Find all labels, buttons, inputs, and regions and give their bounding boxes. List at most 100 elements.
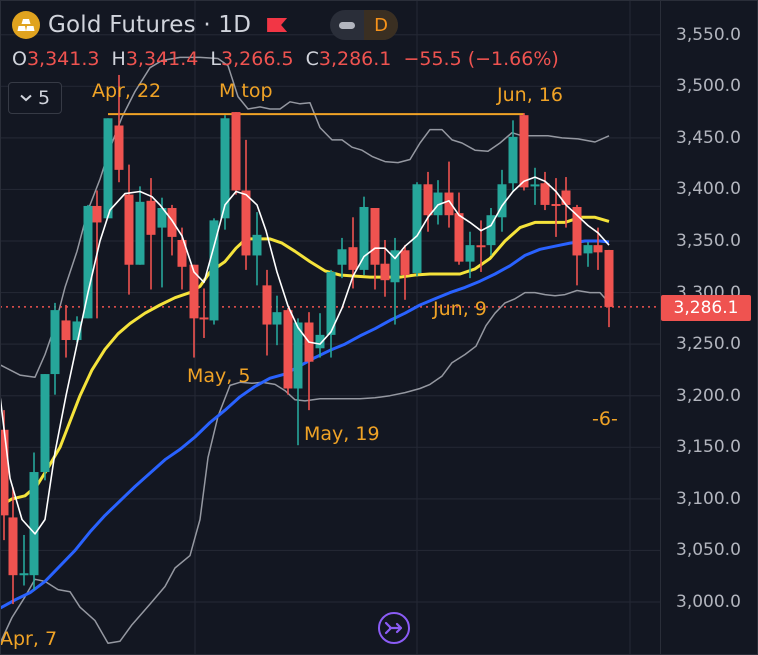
candle-body: [519, 115, 529, 188]
candle-body: [189, 264, 199, 319]
candle-body: [293, 322, 303, 389]
indicators-count: 5: [37, 87, 51, 109]
candle-body: [209, 220, 219, 321]
candle-body: [167, 208, 177, 237]
candle-body: [146, 200, 156, 235]
price-axis[interactable]: [660, 0, 758, 655]
candle-body: [0, 429, 9, 516]
red-flag-icon[interactable]: [267, 18, 288, 32]
candle-body: [583, 245, 593, 254]
candle-body: [50, 310, 60, 375]
candle-body: [593, 245, 603, 253]
price-tick-label: 3,250.0: [676, 334, 741, 355]
candle-body: [486, 215, 496, 246]
low-value: 3,266.5: [221, 48, 294, 70]
price-tick-label: 3,400.0: [676, 179, 741, 200]
chart-annotation-label[interactable]: May, 19: [304, 423, 380, 445]
price-tick-label: 3,200.0: [676, 385, 741, 406]
minus-icon: [330, 10, 364, 40]
candle-body: [83, 205, 93, 319]
candle-body: [177, 239, 187, 267]
delayed-data-badge: D: [364, 10, 398, 40]
replay-button[interactable]: [378, 612, 410, 644]
ma-mid-line: [0, 215, 610, 508]
market-status-pill[interactable]: D: [330, 10, 398, 40]
candle-body: [604, 249, 614, 307]
chevron-down-icon: [20, 94, 32, 102]
price-tick-label: 3,550.0: [676, 24, 741, 45]
candle-body: [444, 192, 454, 216]
candle-body: [61, 320, 71, 341]
price-tick-label: 3,100.0: [676, 488, 741, 509]
ma-slow-line: [0, 239, 610, 610]
candle-body: [72, 321, 82, 341]
chart-annotation-label[interactable]: M top: [219, 80, 273, 102]
candle-body: [572, 206, 582, 256]
open-label: O: [12, 48, 27, 70]
ma-fast-line: [0, 176, 610, 535]
candle-body: [433, 192, 443, 216]
chart-annotation-label[interactable]: Apr, 22: [92, 80, 162, 102]
chart-annotation-label[interactable]: Jun, 9: [433, 298, 487, 320]
change-value: −55.5 (−1.66%): [403, 48, 559, 70]
high-value: 3,341.4: [125, 48, 199, 70]
candle-body: [103, 118, 113, 219]
candle-body: [252, 234, 262, 256]
candle-body: [220, 118, 230, 219]
indicators-toggle-button[interactable]: 5: [8, 82, 62, 114]
chart-annotation-label[interactable]: Apr, 7: [0, 628, 58, 650]
candle-body: [135, 201, 145, 265]
chart-header: Gold Futures · 1D: [12, 10, 288, 40]
candle-body: [262, 285, 272, 325]
price-tick-label: 3,500.0: [676, 76, 741, 97]
candle-body: [241, 190, 251, 256]
price-tick-label: 3,450.0: [676, 127, 741, 148]
open-value: 3,341.3: [26, 48, 100, 70]
candle-body: [540, 183, 550, 205]
candle-body: [508, 136, 518, 184]
candle-body: [390, 250, 400, 283]
candle-body: [359, 206, 369, 270]
candle-body: [29, 472, 39, 576]
candle-body: [380, 263, 390, 281]
candle-body: [231, 112, 241, 191]
candle-body: [454, 213, 464, 262]
chart-annotation-label[interactable]: May, 5: [187, 365, 251, 387]
candle-body: [551, 204, 561, 207]
chart-annotation-label[interactable]: -6-: [592, 408, 618, 430]
price-tick-label: 3,150.0: [676, 437, 741, 458]
candle-body: [412, 184, 422, 273]
gold-bars-icon: [12, 11, 40, 39]
candle-body: [337, 249, 347, 265]
low-label: L: [210, 48, 222, 70]
candle-body: [283, 310, 293, 389]
candle-body: [114, 125, 124, 170]
candle-body: [561, 190, 571, 205]
symbol-title[interactable]: Gold Futures · 1D: [48, 12, 252, 38]
candle-body: [423, 184, 433, 216]
candle-body: [272, 312, 282, 325]
price-tick-label: 3,000.0: [676, 592, 741, 612]
bollinger-band-line: [0, 56, 610, 378]
candle-body: [92, 205, 102, 223]
close-label: C: [305, 48, 319, 70]
price-chart[interactable]: [0, 0, 660, 655]
price-tick-label: 3,350.0: [676, 231, 741, 251]
candle-body: [124, 194, 134, 265]
candle-body: [530, 184, 540, 187]
bollinger-band-line: [0, 289, 610, 645]
candle-body: [497, 184, 507, 218]
ohlc-legend: O3,341.3 H3,341.4 L3,266.5 C3,286.1 −55.…: [12, 48, 559, 70]
candle-body: [465, 245, 475, 262]
close-value: 3,286.1: [318, 48, 392, 70]
high-label: H: [111, 48, 126, 70]
candle-body: [157, 208, 167, 228]
candle-body: [315, 334, 325, 349]
candle-body: [348, 247, 358, 270]
candle-body: [19, 573, 29, 576]
current-price-label: 3,286.1: [661, 295, 751, 321]
candle-body: [400, 250, 410, 276]
candle-body: [326, 271, 336, 335]
chart-annotation-label[interactable]: Jun, 16: [497, 84, 563, 106]
candle-body: [199, 317, 209, 320]
